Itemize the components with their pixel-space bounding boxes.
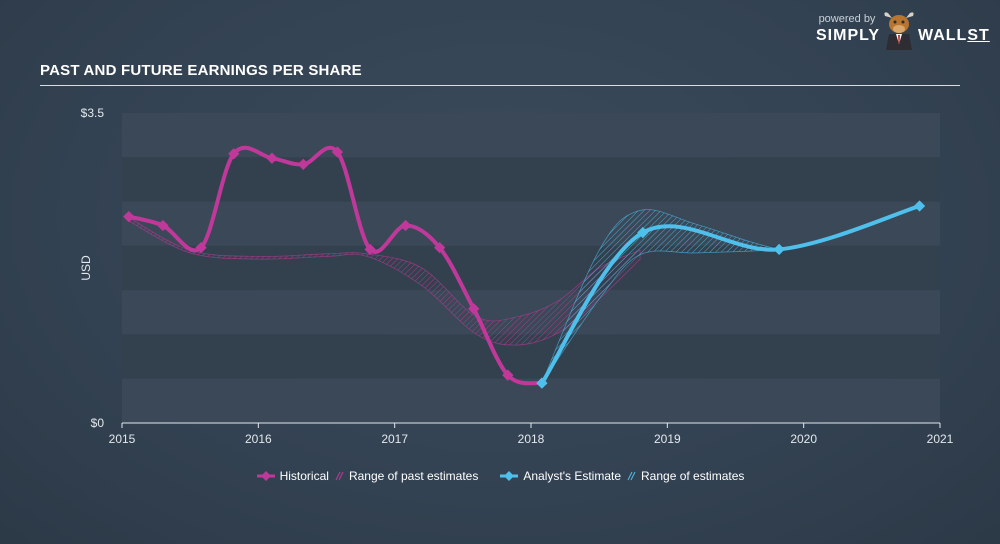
title-divider: [40, 85, 960, 86]
historical-point: [468, 303, 480, 315]
y-tick-label: $0: [91, 416, 105, 430]
legend-label-past-range: Range of past estimates: [348, 469, 479, 483]
y-tick-label: $3.5: [81, 106, 105, 120]
grid-bands: [122, 113, 940, 423]
estimate-point: [536, 377, 548, 389]
powered-by-label: powered by: [818, 13, 876, 25]
brand-logo: powered by SIMPLY WALLST: [806, 10, 989, 52]
y-axis-label: USD: [79, 255, 93, 281]
legend-label-estimate-range: Range of estimates: [641, 469, 745, 483]
bull-icon: [884, 12, 914, 50]
estimate-point: [913, 200, 926, 212]
legend-item-past-range[interactable]: Range of past estimates: [335, 469, 478, 483]
historical-point: [228, 148, 240, 160]
historical-swatch: [256, 471, 275, 481]
x-tick-label: 2020: [790, 432, 817, 446]
legend-item-historical[interactable]: Historical: [256, 469, 329, 483]
historical-point: [266, 152, 278, 164]
past-estimate-range: [128, 216, 641, 346]
brand-name-left: SIMPLY: [816, 27, 881, 44]
grid-band: [122, 245, 940, 291]
past-range-area: [128, 216, 641, 346]
legend-item-estimate[interactable]: Analyst's Estimate: [499, 469, 621, 483]
historical-point: [195, 241, 207, 254]
chart-legend: Historical Range of past estimates Analy…: [0, 469, 1000, 483]
estimate-range-swatch: [627, 471, 636, 481]
historical-point: [364, 243, 376, 256]
estimate-point: [637, 226, 649, 239]
brand-name-right: WALLST: [918, 27, 990, 44]
x-tick-label: 2021: [927, 432, 954, 446]
chart-axes: [121, 422, 941, 428]
historical-point: [157, 219, 169, 232]
x-tick-label: 2015: [109, 432, 136, 446]
estimate-swatch: [500, 471, 519, 481]
historical-point: [433, 241, 446, 254]
estimate-line: [539, 204, 922, 386]
chart-title: PAST AND FUTURE EARNINGS PER SHARE: [40, 62, 362, 79]
historical-point: [331, 146, 344, 158]
grid-band: [122, 157, 940, 202]
x-tick-label: 2019: [654, 432, 681, 446]
past-range-swatch: [335, 471, 344, 481]
legend-label-estimate: Analyst's Estimate: [523, 469, 622, 483]
legend-item-estimate-range[interactable]: Range of estimates: [627, 469, 744, 483]
y-axis-ticks: $0 $3.5: [81, 106, 105, 430]
x-tick-label: 2018: [518, 432, 545, 446]
x-tick-label: 2016: [245, 432, 272, 446]
x-axis-ticks: 2015 2016 2017 2018 2019 2020 2021: [109, 432, 954, 446]
historical-point: [502, 369, 514, 381]
grid-band: [122, 378, 940, 423]
grid-band: [122, 113, 940, 158]
grid-band: [122, 201, 940, 246]
legend-label-historical: Historical: [279, 469, 329, 483]
series-markers: [123, 146, 926, 389]
historical-point: [399, 219, 412, 232]
estimate-point: [773, 243, 785, 256]
historical-point: [297, 158, 309, 171]
x-tick-label: 2017: [381, 432, 408, 446]
